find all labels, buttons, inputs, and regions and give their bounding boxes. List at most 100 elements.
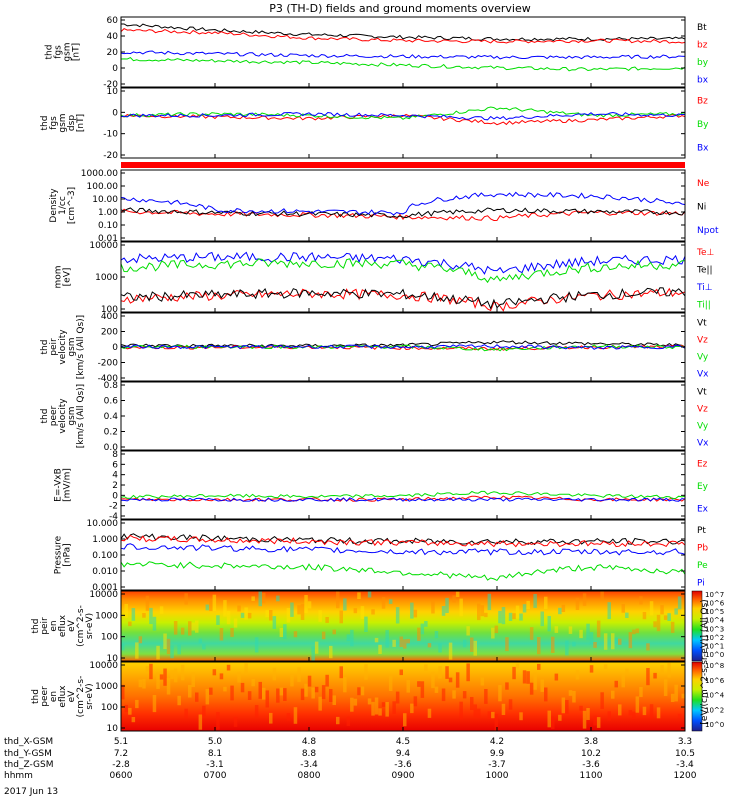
series-line-Ti⊥ <box>120 251 686 275</box>
ytick-label: 0.0 <box>104 443 119 453</box>
spectrogram-streak <box>142 679 146 689</box>
series-line-Te|| <box>120 287 686 310</box>
legend-bx: bx <box>697 75 709 85</box>
series-line-Bx <box>120 111 686 121</box>
spectrogram-streak <box>551 636 555 653</box>
spectrogram-streak <box>367 591 372 598</box>
spectrogram-streak <box>466 663 470 682</box>
spectrogram-streak <box>262 687 266 700</box>
spectrogram-streak <box>501 703 506 715</box>
colorbar-tick-label: 10^2 <box>705 634 724 642</box>
spectrogram-streak <box>269 610 273 621</box>
spectrogram-streak <box>600 692 604 709</box>
spectrogram-streak <box>262 592 266 604</box>
ylabel-line: [eV] <box>63 268 73 287</box>
spectrogram-streak <box>618 638 622 645</box>
spectrogram-streak <box>353 608 358 614</box>
spectrogram-streak <box>501 607 506 625</box>
spectrogram-streak <box>124 604 128 618</box>
spectrogram-streak <box>353 698 358 706</box>
spectrogram-streak <box>216 712 220 730</box>
panel-3: 1000.00 100.00 10.00 1.00 0.10 0.01 <box>81 169 686 244</box>
spectrogram-streak <box>618 704 622 716</box>
spectrogram-streak <box>357 592 361 599</box>
legend-Pe: Pe <box>697 561 708 571</box>
spectrogram-streak <box>205 604 210 611</box>
spectrogram-streak <box>568 690 573 696</box>
ylabel-line: gsm <box>67 406 77 425</box>
ylabel-line: sr-eV) <box>85 683 95 709</box>
spectrogram-streak <box>145 595 150 611</box>
spectrogram-streak <box>417 681 421 687</box>
spectrogram-streak <box>166 638 171 655</box>
ylabel-line: eflux <box>58 685 68 708</box>
spectrogram-streak <box>159 674 164 680</box>
spectrogram-streak <box>156 645 160 660</box>
spectrogram-streak <box>519 613 523 621</box>
spectrogram-streak <box>579 629 583 639</box>
spectrogram-streak <box>438 643 442 653</box>
series-line-Te⊥ <box>120 287 686 312</box>
spectrogram-streak <box>388 599 393 604</box>
panel-ylabel: thd peer velocity gsm [km/s (All Qs)] <box>40 384 86 448</box>
spectrogram-streak <box>247 691 252 700</box>
ytick-label: 20 <box>107 48 119 58</box>
legend-Vt: Vt <box>697 319 707 329</box>
legend-Vz: Vz <box>697 405 708 415</box>
spectrogram-streak <box>593 715 597 726</box>
spectrogram-streak <box>131 608 136 621</box>
spectrogram-streak <box>364 616 368 632</box>
spectrogram-streak <box>360 606 365 619</box>
spectrogram-streak <box>357 687 361 696</box>
spectrogram-streak <box>202 705 206 717</box>
series-line-Pe <box>120 561 686 582</box>
spectrogram-streak <box>325 674 329 687</box>
spectrogram-streak <box>367 698 372 705</box>
time-axis-row-label: hhmm <box>4 771 33 781</box>
spectrogram-streak <box>603 633 608 650</box>
spectrogram-streak <box>621 604 625 613</box>
legend-Te⊥: Te⊥ <box>696 248 715 258</box>
ytick-label: 1000 <box>95 273 118 283</box>
spectrogram-streak <box>329 689 333 702</box>
series-line-By <box>120 106 686 120</box>
ylabel-line: fgs <box>49 116 59 130</box>
spectrogram-streak <box>216 615 220 625</box>
spectrogram-streak <box>526 671 530 684</box>
legend-Pt: Pt <box>697 526 706 536</box>
colorbar-ion <box>691 590 703 662</box>
spectrogram-streak <box>318 610 322 622</box>
legend-Ti||: Ti|| <box>696 300 711 310</box>
ytick-label: 10000 <box>89 241 118 251</box>
spectrogram-streak <box>195 620 199 633</box>
spectrogram-streak <box>173 621 178 635</box>
panel-frame <box>120 241 686 313</box>
ylabel-line: thd <box>40 340 50 355</box>
ytick-label: 0 <box>112 64 118 74</box>
legend-Ex: Ex <box>697 505 709 515</box>
spectrogram-streak <box>339 666 343 679</box>
panel-5: 400 200 0 -200 -400 <box>98 312 686 384</box>
panel-frame <box>120 519 686 591</box>
date-label: 2017 Jun 13 <box>4 787 58 797</box>
spectrogram-streak <box>575 597 580 610</box>
spectrogram-streak <box>180 627 185 635</box>
ylabel-line: sr-eV) <box>85 613 95 639</box>
spectrogram-streak <box>388 675 393 691</box>
ylabel-line: gsm <box>63 42 73 61</box>
colorbar-label-ion: [eV/(cm^2-s-sr-eV)] (All Qs) <box>700 599 710 724</box>
time-axis-value: -3.4 <box>676 760 694 770</box>
spectrogram-streak <box>188 621 192 636</box>
legend-Ne: Ne <box>697 179 710 189</box>
spectrogram-streak <box>198 638 203 644</box>
panel-ylabel: thd peir velocity gsm [km/s (All Qs)] <box>40 315 86 379</box>
spectrogram-streak <box>660 665 664 673</box>
spectrogram-streak <box>537 637 541 655</box>
spectrogram-streak <box>244 607 248 620</box>
spectrogram-streak <box>558 714 562 721</box>
spectrogram-streak <box>339 610 343 624</box>
spectrogram-streak <box>385 702 389 717</box>
spectrogram-streak <box>336 716 340 725</box>
spectrogram-streak <box>639 687 643 697</box>
time-axis-value: -3.7 <box>488 760 506 770</box>
